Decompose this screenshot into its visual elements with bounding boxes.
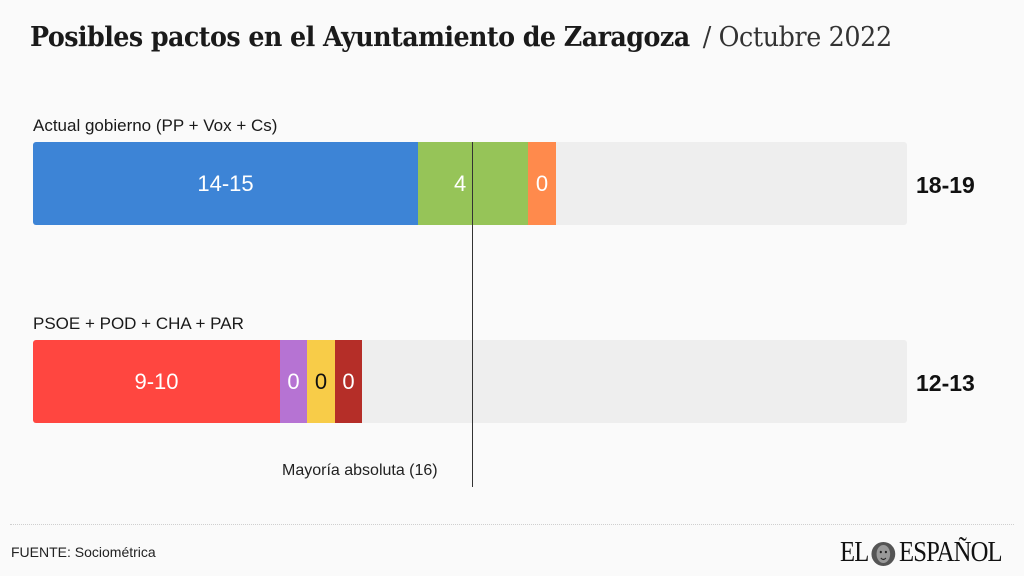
bar-segment-psoe: 9-10 [33, 340, 280, 423]
segment-label: 0 [287, 368, 300, 394]
bar-segment-cha: 0 [307, 340, 335, 423]
lion-icon [871, 539, 897, 567]
logo-text-right: ESPAÑOL [899, 536, 1003, 568]
el-espanol-logo: EL ESPAÑOL [840, 536, 1003, 569]
segment-label: 14-15 [197, 170, 254, 196]
group-label-left: PSOE + POD + CHA + PAR [33, 314, 244, 333]
bar-segment-pp: 14-15 [33, 142, 418, 225]
title-date: / Octubre 2022 [702, 22, 892, 53]
logo-text-left: EL [840, 536, 869, 568]
bar-track-government: 14-15 4 0 [33, 142, 907, 225]
segment-label: 0 [535, 170, 549, 196]
bar-segment-vox: 4 [418, 142, 528, 225]
chart-title: Posibles pactos en el Ayuntamiento de Za… [30, 22, 892, 53]
footer-divider [10, 524, 1014, 525]
majority-label: Mayoría absoluta (16) [282, 462, 438, 479]
bar-segment-par: 0 [335, 340, 362, 423]
total-left: 12-13 [916, 370, 975, 396]
bar-segment-pod: 0 [280, 340, 307, 423]
title-main: Posibles pactos en el Ayuntamiento de Za… [30, 22, 690, 53]
bar-segment-cs: 0 [528, 142, 556, 225]
group-label-government: Actual gobierno (PP + Vox + Cs) [33, 116, 278, 135]
source-note: FUENTE: Sociométrica [11, 544, 156, 560]
segment-label: 4 [454, 170, 467, 196]
segment-label: 0 [342, 368, 355, 394]
segment-label: 0 [314, 368, 328, 394]
majority-line [472, 142, 473, 487]
segment-label: 9-10 [134, 368, 179, 394]
total-government: 18-19 [916, 172, 975, 198]
bar-track-left: 9-10 0 0 0 [33, 340, 907, 423]
